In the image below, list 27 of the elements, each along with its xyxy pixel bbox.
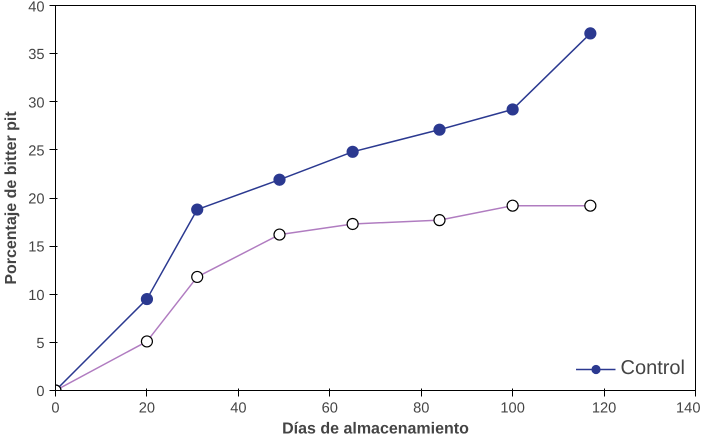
point <box>273 174 286 186</box>
x-tick-label: 40 <box>230 400 247 416</box>
point <box>346 146 359 158</box>
x-tick-label: 20 <box>138 400 156 416</box>
x-tick-label: 100 <box>500 400 525 416</box>
y-tick-label: 35 <box>28 47 45 64</box>
point <box>191 203 204 216</box>
x-tick-label: 60 <box>322 400 338 416</box>
y-tick-label: 25 <box>28 143 45 160</box>
y-tick-label: 10 <box>28 288 45 304</box>
point <box>433 124 446 136</box>
y-tick-label: 0 <box>36 384 45 400</box>
point <box>140 292 154 306</box>
y-tick-label: 15 <box>28 240 45 256</box>
x-tick-label: 140 <box>676 400 701 416</box>
y-tick-label: 20 <box>28 192 45 208</box>
y-tick-label: 30 <box>28 95 45 112</box>
x-tick-label: 0 <box>51 400 60 416</box>
x-axis-title: Días de almacenamiento <box>282 420 470 438</box>
y-axis-title: Porcentaje de bitter pit <box>3 110 20 285</box>
point <box>584 27 596 40</box>
legend-label: Control <box>620 357 685 380</box>
x-tick-label: 80 <box>413 400 430 416</box>
x-tick-label: 120 <box>592 400 616 416</box>
y-tick-label: 5 <box>36 336 45 352</box>
y-tick-label: 40 <box>28 0 45 16</box>
point <box>506 103 519 116</box>
